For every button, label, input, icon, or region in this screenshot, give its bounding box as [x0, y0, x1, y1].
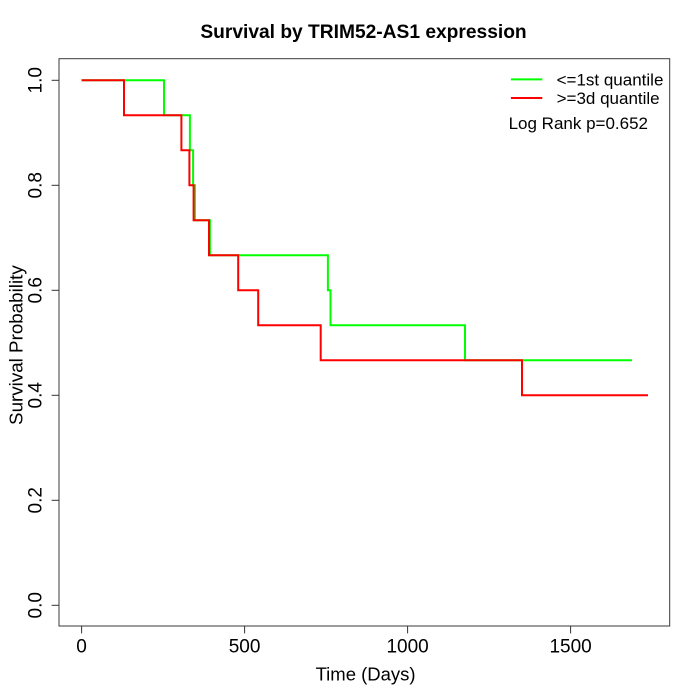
svg-text:0.2: 0.2 — [26, 487, 47, 513]
svg-text:Survival Probability: Survival Probability — [6, 265, 27, 425]
svg-text:1.0: 1.0 — [26, 67, 47, 93]
svg-text:Survival by TRIM52-AS1 express: Survival by TRIM52-AS1 expression — [200, 22, 526, 43]
svg-text:>=3d quantile: >=3d quantile — [557, 89, 660, 108]
svg-text:Log Rank p=0.652: Log Rank p=0.652 — [509, 114, 648, 133]
svg-text:0.6: 0.6 — [26, 277, 47, 303]
svg-text:0: 0 — [76, 636, 87, 657]
svg-text:0.4: 0.4 — [26, 382, 47, 409]
svg-text:<=1st quantile: <=1st quantile — [557, 71, 664, 90]
svg-text:Time (Days): Time (Days) — [316, 664, 416, 685]
svg-text:0.0: 0.0 — [26, 592, 47, 618]
svg-text:500: 500 — [229, 636, 261, 657]
svg-text:1000: 1000 — [386, 636, 428, 657]
svg-text:0.8: 0.8 — [26, 172, 47, 198]
svg-text:1500: 1500 — [549, 636, 591, 657]
